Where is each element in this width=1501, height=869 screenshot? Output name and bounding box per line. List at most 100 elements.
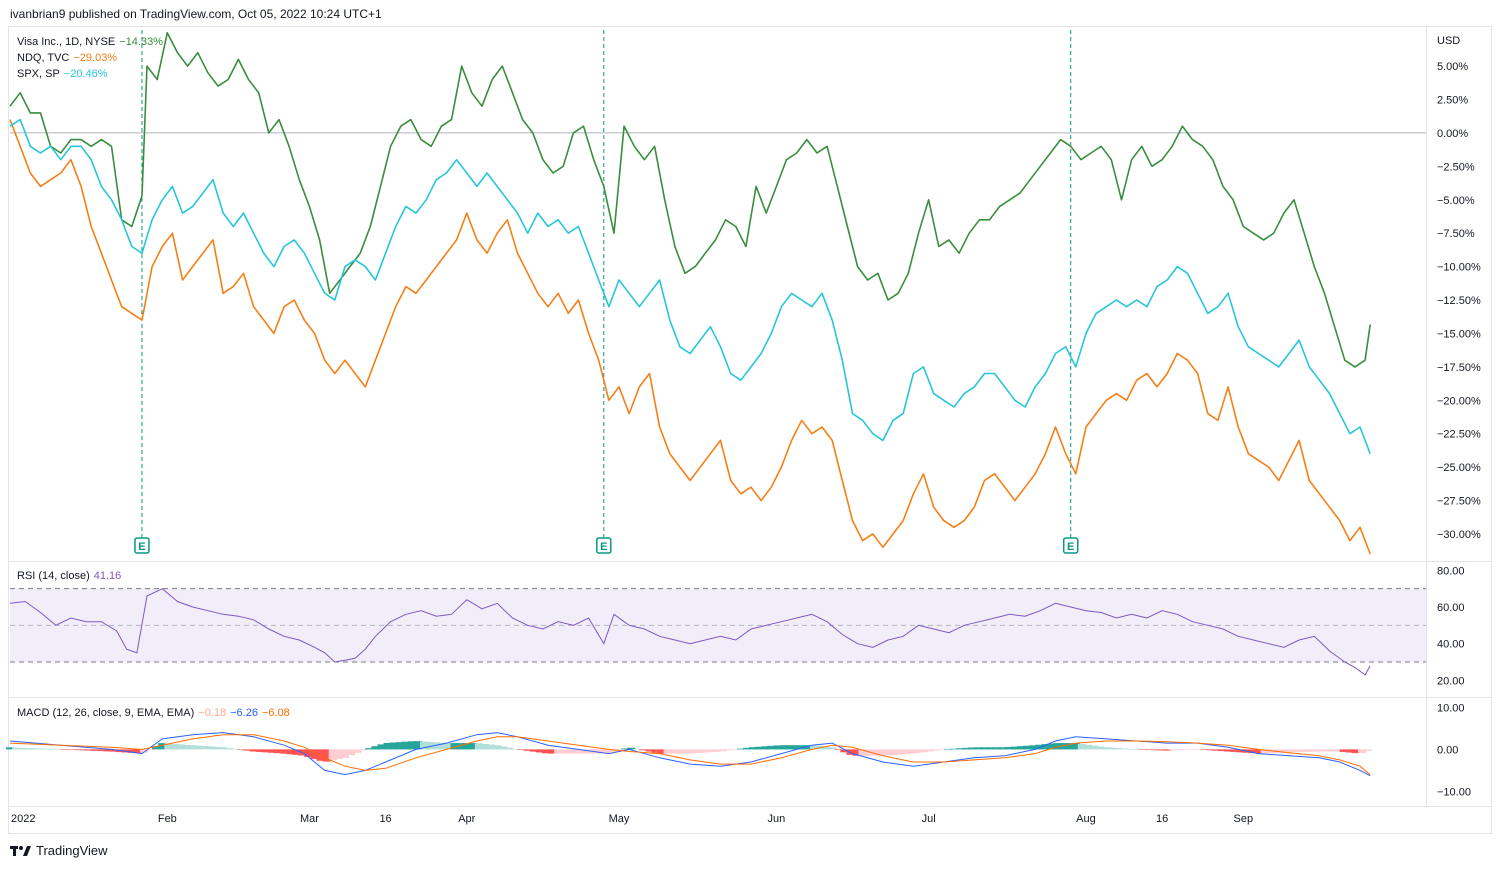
macd-histogram-bar bbox=[413, 741, 423, 750]
legend-spx-name: SPX, SP bbox=[17, 68, 60, 80]
macd-histogram-bar bbox=[803, 745, 812, 750]
macd-histogram-bar bbox=[493, 745, 502, 750]
macd-histogram-bar bbox=[1236, 749, 1245, 753]
time-axis-tick: Apr bbox=[458, 813, 475, 825]
macd-histogram-bar bbox=[261, 749, 270, 753]
macd-histogram-bar bbox=[152, 746, 161, 750]
macd-histogram-bar bbox=[962, 747, 971, 750]
macd-histogram-bar bbox=[645, 749, 654, 752]
time-axis-tick: 2022 bbox=[11, 813, 35, 825]
macd-histogram-bar bbox=[468, 743, 477, 750]
macd-histogram-bar bbox=[36, 748, 45, 750]
macd-histogram-bar bbox=[1364, 749, 1373, 751]
earnings-marker-3[interactable]: E bbox=[1062, 537, 1079, 554]
tradingview-brand[interactable]: TradingView bbox=[10, 843, 108, 858]
macd-histogram-bar bbox=[146, 749, 155, 750]
price-axis-tick: −20.00% bbox=[1437, 395, 1481, 407]
macd-histogram-bar bbox=[231, 748, 240, 750]
legend-spx[interactable]: SPX, SP −20.46% bbox=[17, 66, 163, 82]
macd-histogram-bar bbox=[243, 749, 252, 751]
macd-histogram-bar bbox=[767, 745, 776, 750]
time-axis-tick: Jul bbox=[922, 813, 936, 825]
macd-histogram-bar bbox=[511, 748, 520, 750]
macd-histogram-bar bbox=[109, 749, 118, 752]
macd-histogram-bar bbox=[1290, 749, 1300, 753]
macd-histogram-bar bbox=[560, 749, 569, 754]
main-legend: Visa Inc., 1D, NYSE −14.33% NDQ, TVC −29.0… bbox=[17, 34, 163, 82]
macd-histogram-bar bbox=[913, 749, 922, 754]
price-axis-tick: −15.00% bbox=[1437, 328, 1481, 340]
earnings-marker-box bbox=[596, 537, 612, 554]
macd-histogram-bar bbox=[688, 749, 697, 754]
macd-histogram-bar bbox=[1077, 743, 1086, 750]
macd-histogram-bar bbox=[712, 749, 721, 752]
macd-histogram-bar bbox=[1333, 749, 1342, 752]
macd-histogram-bar bbox=[773, 745, 782, 750]
macd-histogram-bar bbox=[30, 748, 39, 750]
rsi-legend[interactable]: RSI (14, close) 41.16 bbox=[17, 568, 121, 584]
macd-histogram-bar bbox=[79, 749, 88, 751]
macd-histogram-bar bbox=[718, 749, 727, 752]
macd-histogram-bar bbox=[1041, 744, 1050, 750]
macd-histogram-bar bbox=[426, 741, 435, 750]
macd-histogram-bar bbox=[273, 749, 283, 754]
macd-histogram-bar bbox=[1157, 749, 1166, 751]
macd-histogram-bar bbox=[779, 745, 788, 750]
macd-histogram-bar bbox=[834, 749, 843, 750]
macd-histogram-bar bbox=[60, 749, 69, 750]
macd-histogram-bar bbox=[328, 749, 337, 761]
macd-histogram-bar bbox=[5, 747, 15, 750]
macd-histogram-bar bbox=[529, 749, 538, 752]
time-axis-tick: Feb bbox=[158, 813, 177, 825]
macd-histogram-bar bbox=[1096, 746, 1105, 750]
macd-histogram-bar bbox=[164, 743, 173, 750]
legend-ndq[interactable]: NDQ, TVC −29.03% bbox=[17, 50, 163, 66]
time-axis-tick: 16 bbox=[1156, 813, 1168, 825]
pane-separator-rsi bbox=[8, 561, 1492, 562]
legend-visa[interactable]: Visa Inc., 1D, NYSE −14.33% bbox=[17, 34, 163, 50]
macd-histogram-bar bbox=[286, 749, 295, 755]
macd-histogram-bar bbox=[85, 749, 94, 751]
rsi-axis-tick: 40.00 bbox=[1437, 639, 1465, 651]
macd-histogram-bar bbox=[383, 742, 392, 750]
macd-histogram-bar bbox=[797, 745, 806, 750]
macd-histogram-bar bbox=[407, 741, 417, 750]
macd-histogram-bar bbox=[1023, 745, 1032, 750]
price-axis-separator bbox=[1426, 26, 1427, 806]
macd-legend-name: MACD (12, 26, close, 9, EMA, EMA) bbox=[17, 707, 195, 719]
price-axis-tick: −10.00% bbox=[1437, 262, 1481, 274]
macd-histogram-bar bbox=[395, 742, 404, 750]
macd-histogram-bar bbox=[1071, 743, 1080, 750]
macd-histogram-bar bbox=[267, 749, 276, 753]
macd-histogram-bar bbox=[1102, 747, 1111, 750]
price-axis-tick: −27.50% bbox=[1437, 496, 1481, 508]
macd-histogram-bar bbox=[225, 748, 234, 750]
macd-histogram-bar bbox=[1230, 749, 1239, 752]
macd-histogram-bar bbox=[127, 749, 136, 753]
tradingview-logo-icon bbox=[10, 845, 31, 856]
earnings-marker-box bbox=[1062, 537, 1079, 554]
earnings-marker-2[interactable]: E bbox=[596, 537, 612, 554]
macd-legend[interactable]: MACD (12, 26, close, 9, EMA, EMA) −0.18 −6… bbox=[17, 705, 290, 721]
time-axis-tick: Aug bbox=[1076, 813, 1096, 825]
price-axis-tick: −17.50% bbox=[1437, 362, 1481, 374]
macd-histogram-bar bbox=[1138, 749, 1147, 750]
macd-histogram-bar bbox=[1297, 749, 1306, 753]
macd-histogram-bar bbox=[748, 747, 758, 750]
macd-histogram-bar bbox=[1090, 745, 1099, 750]
macd-histogram-bar bbox=[1029, 745, 1038, 750]
macd-histogram-bar bbox=[578, 749, 587, 754]
macd-histogram-bar bbox=[937, 749, 946, 750]
macd-histogram-bar bbox=[968, 747, 977, 750]
macd-histogram-bar bbox=[621, 748, 630, 750]
price-axis-tick: 5.00% bbox=[1437, 61, 1468, 73]
macd-histogram-bar bbox=[340, 749, 350, 758]
earnings-marker-box bbox=[134, 537, 150, 554]
earnings-marker-1[interactable]: E bbox=[134, 537, 150, 554]
macd-histogram-bar bbox=[462, 743, 471, 750]
macd-histogram-bar bbox=[18, 747, 27, 750]
macd-histogram-bar bbox=[237, 749, 246, 750]
macd-histogram-bar bbox=[742, 747, 751, 750]
macd-histogram-bar bbox=[1004, 747, 1013, 750]
